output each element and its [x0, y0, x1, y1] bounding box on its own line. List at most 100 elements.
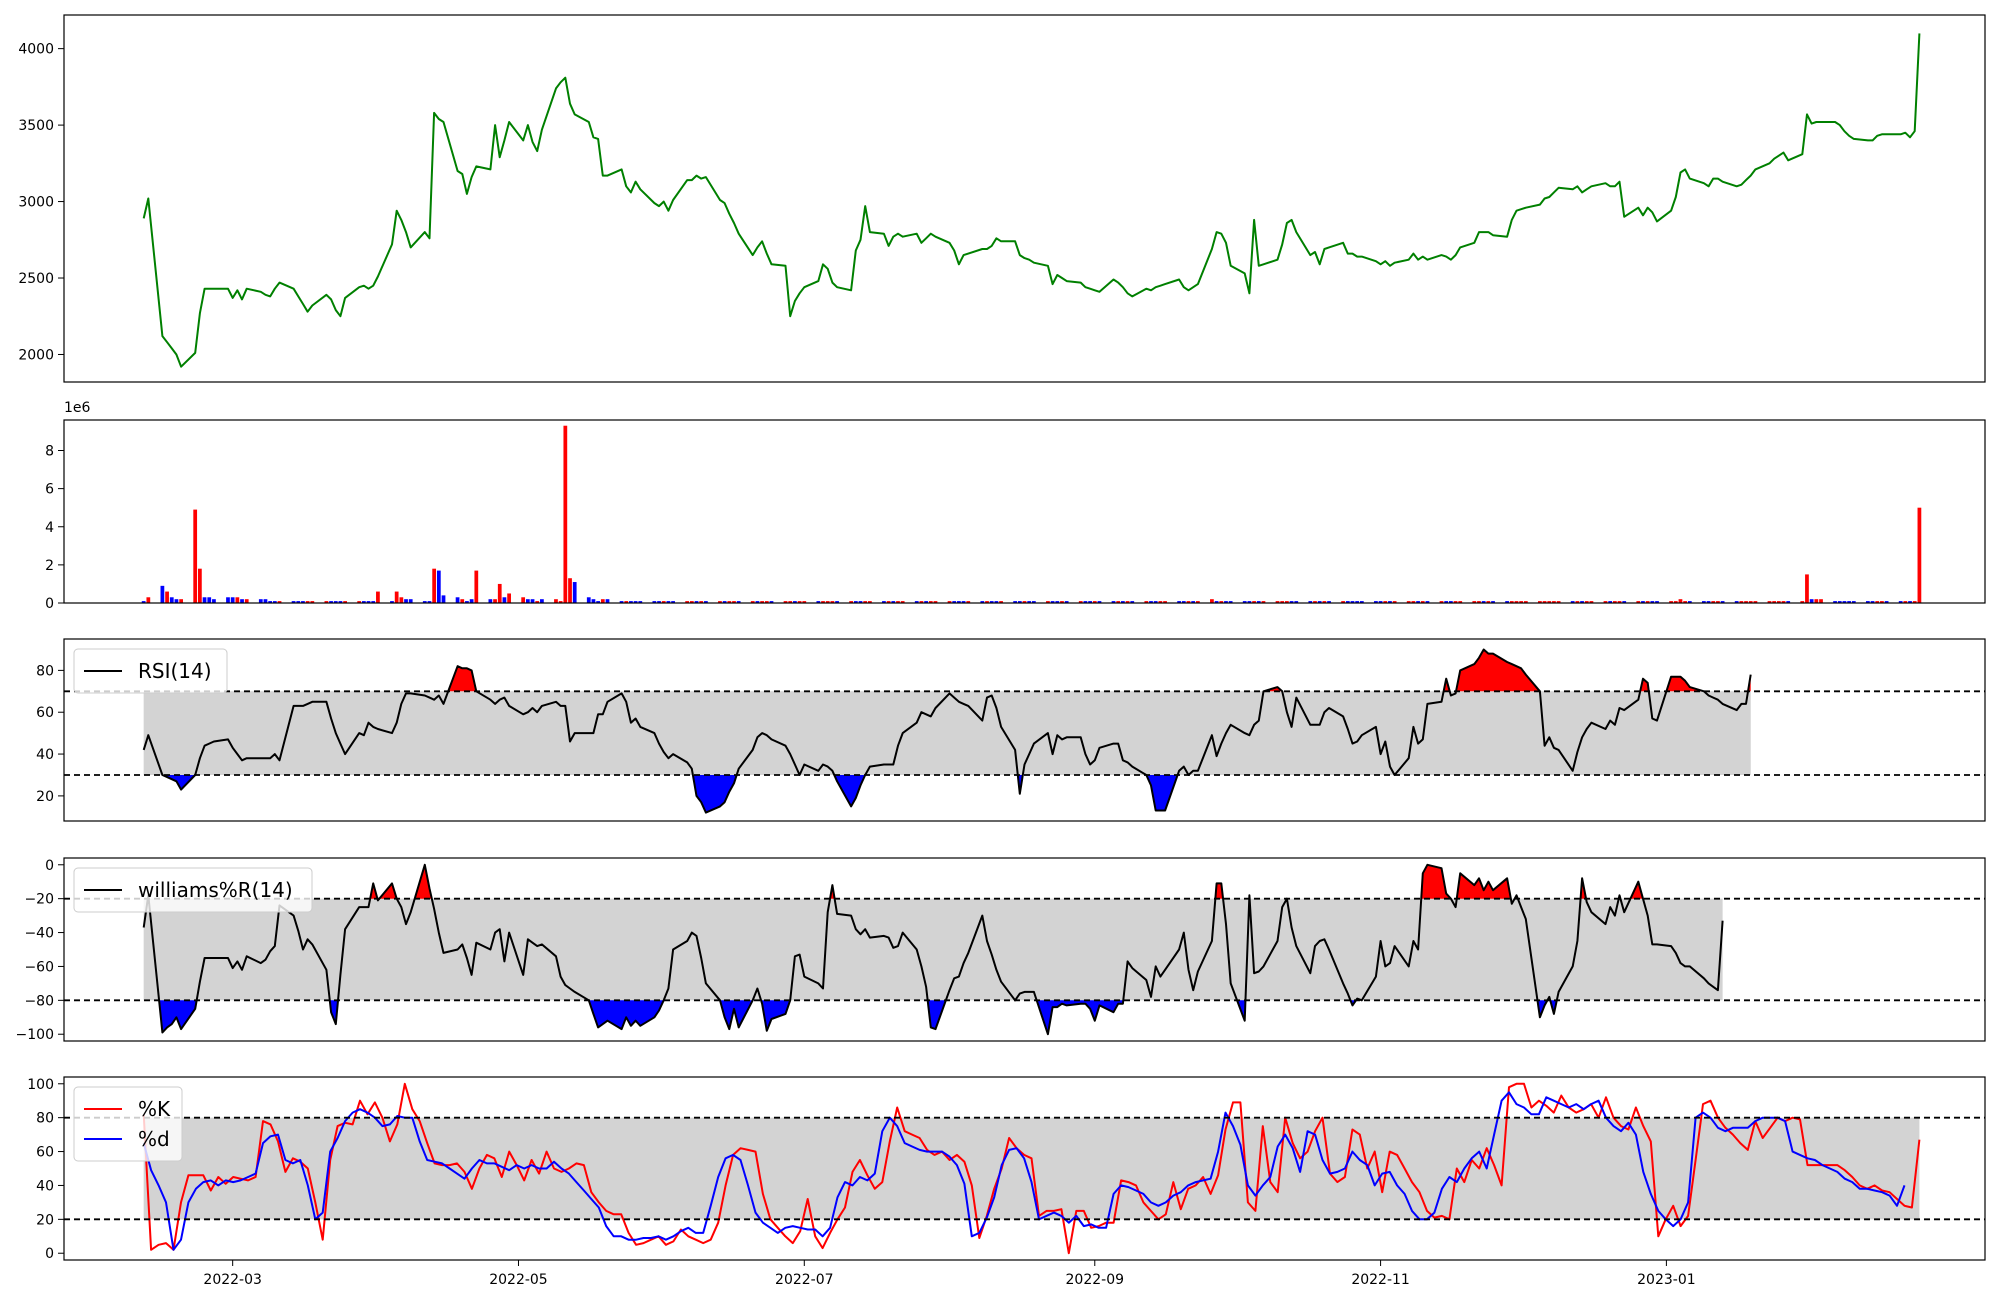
volume-bar	[1683, 601, 1688, 603]
volume-bar	[1060, 601, 1064, 603]
volume-bar	[1570, 601, 1575, 603]
volume-bar	[404, 599, 408, 603]
volume-bar	[310, 601, 315, 603]
volume-bar	[1214, 601, 1219, 603]
volume-bar	[277, 601, 282, 603]
volume-bar	[1505, 601, 1509, 603]
volume-bar	[1383, 601, 1388, 603]
volume-bar	[357, 601, 362, 603]
rsi-oversold-fill	[834, 775, 866, 807]
volume-bar	[989, 601, 994, 603]
volume-bar	[198, 568, 202, 603]
volume-bar	[1865, 601, 1870, 603]
volume-bar	[291, 601, 296, 603]
price-axes-frame	[63, 14, 1986, 383]
volume-bar	[422, 601, 427, 603]
volume-bar	[1149, 601, 1153, 603]
williams-neutral-band	[143, 898, 1723, 1001]
volume-bar	[207, 597, 212, 603]
volume-y-tick-label: 2	[45, 558, 54, 574]
williams-oversold-fill	[761, 1000, 791, 1031]
volume-bar	[1837, 601, 1842, 603]
volume-bar	[863, 601, 868, 603]
volume-bar	[1776, 601, 1781, 603]
volume-bar	[1903, 601, 1908, 603]
volume-bar	[1603, 601, 1608, 603]
volume-bar	[1013, 601, 1018, 603]
volume-bar	[1327, 601, 1331, 603]
volume-bar	[1687, 601, 1692, 603]
volume-bar	[1177, 601, 1181, 603]
x-tick-label: 2023-01	[1637, 1272, 1696, 1288]
volume-bar	[1912, 601, 1917, 603]
volume-bar	[1458, 601, 1463, 603]
volume-bar	[507, 593, 511, 603]
stochastic-y-tick-label: 100	[27, 1077, 54, 1093]
volume-y-tick-label: 6	[45, 482, 54, 498]
volume-bar	[1772, 601, 1777, 603]
rsi-overbought-fill	[1666, 676, 1704, 692]
williams-overbought-fill	[1456, 873, 1511, 899]
volume-bar	[1645, 601, 1650, 603]
volume-bar	[957, 601, 961, 603]
volume-bar	[1097, 601, 1102, 603]
volume-bar	[1308, 601, 1313, 603]
williams-legend	[73, 867, 313, 913]
x-tick-label: 2022-11	[1351, 1272, 1410, 1288]
stochastic-y-tick-label: 60	[36, 1145, 54, 1161]
x-tick-label: 2022-05	[489, 1272, 548, 1288]
volume-bar	[465, 601, 469, 603]
volume-bar	[882, 601, 886, 603]
volume-bar	[886, 601, 891, 603]
volume-bar	[1617, 601, 1622, 603]
volume-y-tick-label: 8	[45, 444, 54, 460]
volume-bar	[296, 601, 301, 603]
volume-bar	[1111, 601, 1116, 603]
volume-bar	[1453, 601, 1458, 603]
stochastic-legend	[73, 1086, 183, 1162]
volume-bar	[230, 597, 235, 603]
volume-bar	[361, 601, 366, 603]
volume-bar	[343, 601, 347, 603]
volume-bar	[540, 599, 544, 603]
volume-bar	[914, 601, 919, 603]
volume-bar	[1748, 601, 1753, 603]
volume-bar	[764, 601, 769, 603]
volume-bar	[497, 583, 502, 603]
volume-bar	[324, 601, 329, 603]
volume-bar	[928, 601, 933, 603]
volume-bar	[1294, 601, 1299, 603]
volume-bar	[558, 601, 563, 603]
volume-bar	[521, 597, 526, 603]
volume-bar	[760, 601, 764, 603]
volume-bar	[408, 599, 413, 603]
volume-bar	[1252, 601, 1256, 603]
volume-bar	[1884, 601, 1889, 603]
volume-bar	[226, 597, 230, 603]
volume-bar	[1153, 601, 1158, 603]
stochastic-y-tick-label: 80	[36, 1111, 54, 1127]
volume-bar	[947, 601, 952, 603]
volume-bar	[1898, 601, 1903, 603]
volume-bar	[1538, 601, 1542, 603]
volume-bar	[1350, 601, 1355, 603]
volume-bar	[141, 601, 146, 603]
volume-bar	[1720, 601, 1725, 603]
volume-bar	[530, 599, 535, 603]
volume-bar	[1289, 601, 1294, 603]
volume-bar	[689, 601, 694, 603]
volume-bar	[1092, 601, 1097, 603]
volume-bar	[1781, 601, 1786, 603]
volume-bar	[1031, 601, 1036, 603]
williams-y-tick-label: 0	[45, 858, 54, 874]
volume-bar	[1800, 601, 1805, 603]
volume-bar	[427, 601, 432, 603]
volume-bar	[1851, 601, 1856, 603]
volume-bar	[704, 601, 708, 603]
volume-bar	[1575, 601, 1580, 603]
rsi-y-tick-label: 60	[36, 705, 54, 721]
volume-bar	[160, 585, 165, 603]
volume-bar	[788, 601, 793, 603]
volume-bar	[1439, 601, 1444, 603]
